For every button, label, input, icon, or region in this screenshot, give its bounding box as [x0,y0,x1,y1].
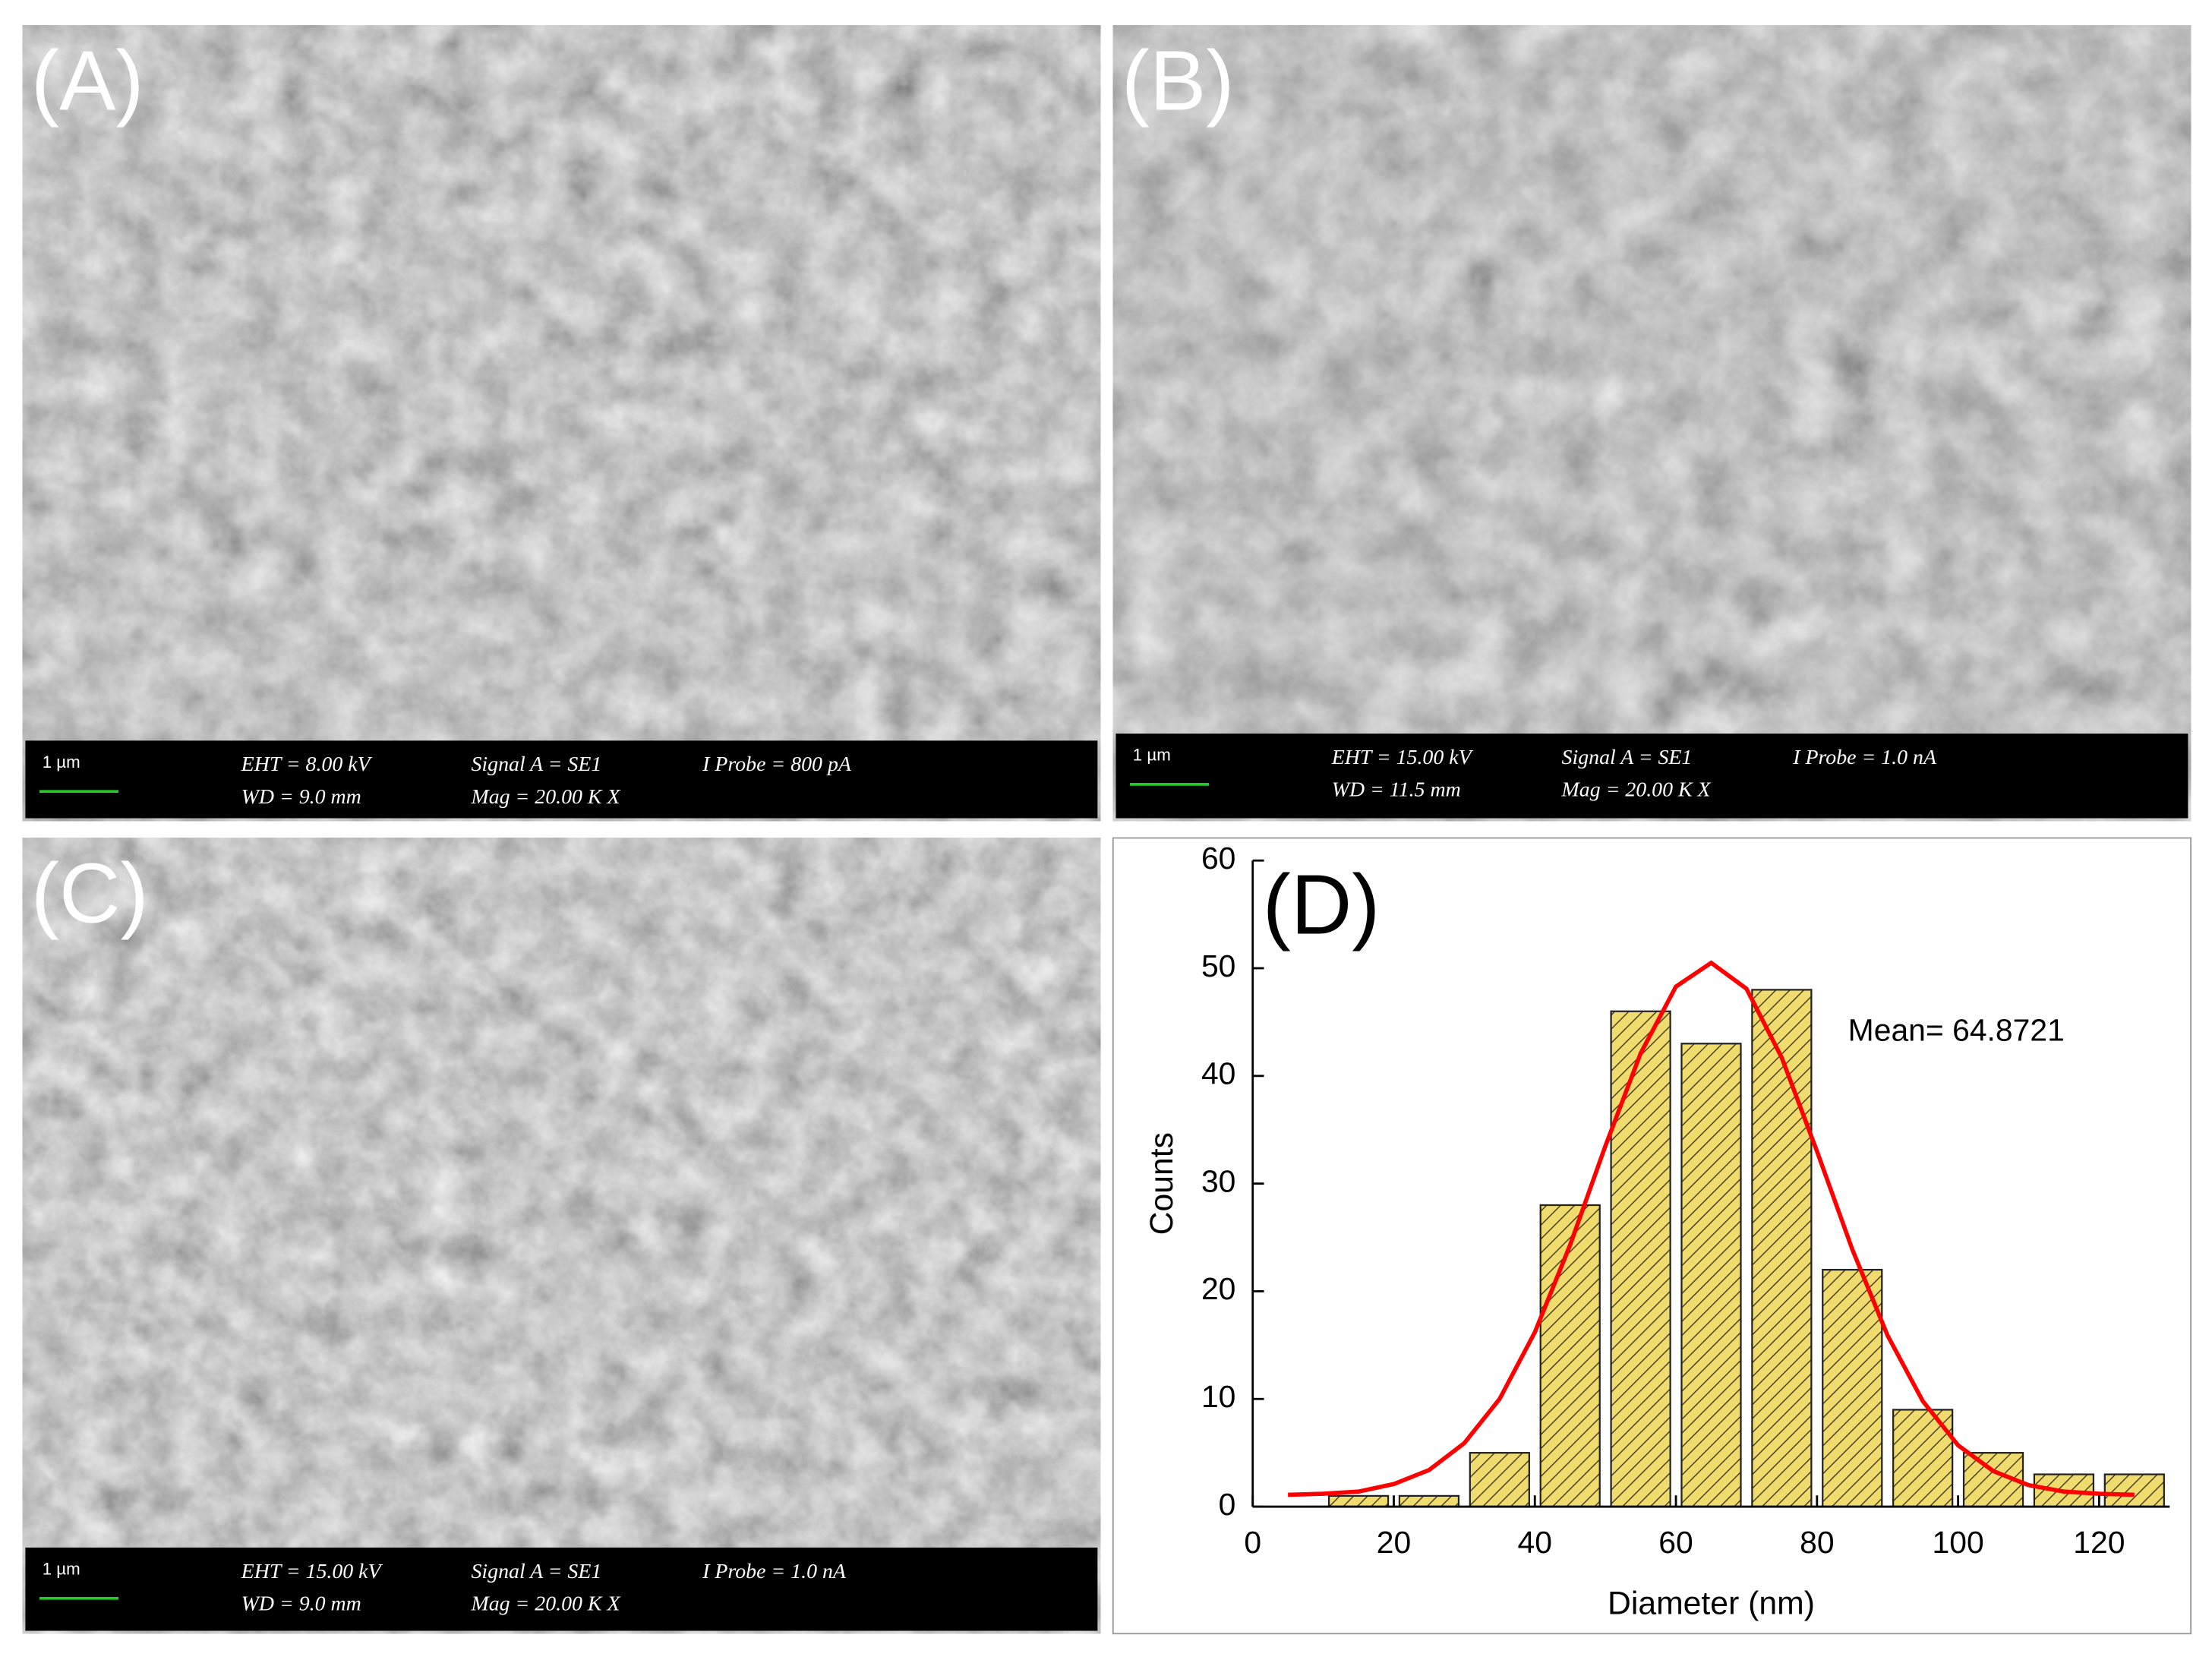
y-tick-label: 40 [1201,1056,1235,1091]
y-tick-label: 0 [1219,1487,1236,1522]
info-mag: Mag = 20.00 K X [470,1592,620,1615]
info-eht: EHT = 15.00 kV [1331,746,1474,769]
y-tick-label: 10 [1201,1379,1235,1414]
panel-label: (D) [1263,857,1381,952]
y-tick-label: 30 [1201,1163,1235,1198]
info-eht: EHT = 15.00 kV [241,1560,383,1583]
info-probe: I Probe = 1.0 nA [702,1560,847,1583]
info-probe: I Probe = 800 pA [702,753,852,776]
panel-label: (A) [31,33,144,128]
bar [1539,1204,1601,1508]
bar [1469,1452,1530,1508]
x-tick-label: 80 [1800,1525,1834,1560]
y-tick-label: 20 [1201,1271,1235,1306]
panel-label: (B) [1122,33,1235,128]
info-wd: WD = 11.5 mm [1332,778,1461,802]
x-tick-label: 120 [2073,1525,2125,1560]
info-bar [1115,734,2188,819]
info-signal: Signal A = SE1 [471,1560,601,1583]
info-wd: WD = 9.0 mm [241,1592,361,1615]
fit-curve [1288,960,2135,1497]
scale-label: 1 µm [1133,746,1171,765]
info-probe: I Probe = 1.0 nA [1792,746,1937,769]
x-tick-label: 0 [1244,1525,1261,1560]
bar [2103,1473,2165,1508]
y-tick-label: 50 [1201,948,1235,983]
annotation: Mean= 64.8721 [1848,1013,2065,1048]
x-tick-label: 40 [1518,1525,1552,1560]
bar [1327,1494,1390,1508]
scale-label: 1 µm [43,753,80,772]
bar [1822,1268,1883,1508]
info-eht: EHT = 8.00 kV [241,753,373,776]
y-axis-title: Counts [1144,1132,1180,1235]
info-bar [25,1547,1098,1631]
x-axis-title: Diameter (nm) [1608,1585,1815,1621]
x-tick-label: 60 [1658,1525,1693,1560]
info-signal: Signal A = SE1 [1562,746,1693,769]
info-bar [25,740,1098,819]
info-wd: WD = 9.0 mm [241,785,361,809]
sem-image [21,837,1101,1635]
sem-image [1112,24,2192,822]
info-mag: Mag = 20.00 K X [1561,778,1712,802]
bar [1398,1494,1460,1508]
bar [1680,1043,1742,1508]
panel-label: (C) [31,846,149,941]
x-tick-label: 20 [1377,1525,1411,1560]
bar [1751,989,1813,1508]
bar [1610,1010,1671,1508]
info-mag: Mag = 20.00 K X [470,785,620,809]
x-tick-label: 100 [1933,1525,1984,1560]
info-signal: Signal A = SE1 [471,753,601,776]
y-tick-label: 60 [1201,841,1235,876]
sem-image [21,24,1101,822]
scale-label: 1 µm [43,1560,80,1579]
